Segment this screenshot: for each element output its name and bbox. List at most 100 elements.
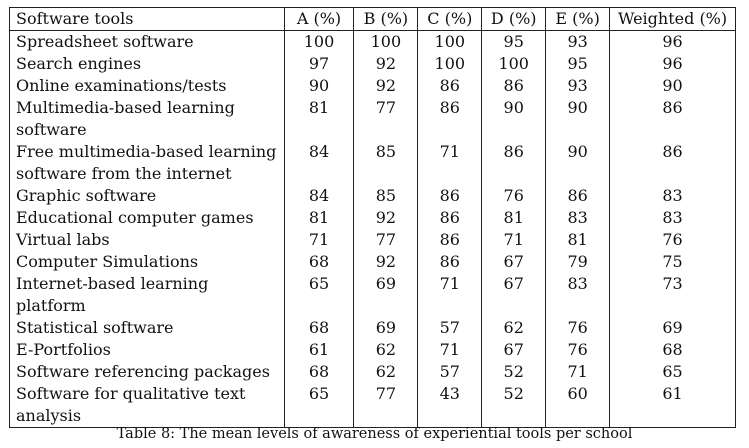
- school-d-value: 62: [481, 317, 547, 339]
- weighted-value: 61: [609, 383, 736, 428]
- school-e-value: 83: [545, 207, 611, 229]
- school-d-value: 52: [481, 361, 547, 383]
- school-d-value: 86: [481, 75, 547, 97]
- table-row: Internet-based learning platform 65 69 71 67…: [9, 273, 736, 317]
- weighted-value: 83: [609, 185, 736, 207]
- school-c-value: 100: [417, 30, 483, 53]
- header-school-c: C (%): [417, 7, 483, 31]
- weighted-value: 65: [609, 361, 736, 383]
- weighted-value: 90: [609, 75, 736, 97]
- school-e-value: 93: [545, 30, 611, 53]
- software-tool-name: Software for qualitative text analysis: [9, 383, 285, 428]
- school-c-value: 86: [417, 75, 483, 97]
- school-a-value: 68: [283, 317, 355, 339]
- weighted-value: 83: [609, 207, 736, 229]
- school-e-value: 79: [545, 251, 611, 273]
- software-tool-name: Software referencing packages: [9, 361, 285, 383]
- school-a-value: 84: [283, 141, 355, 185]
- software-tool-name: Educational computer games: [9, 207, 285, 229]
- school-e-value: 60: [545, 383, 611, 428]
- school-a-value: 97: [283, 53, 355, 75]
- school-c-value: 86: [417, 97, 483, 141]
- weighted-value: 96: [609, 30, 736, 53]
- school-a-value: 84: [283, 185, 355, 207]
- school-c-value: 71: [417, 273, 483, 317]
- weighted-value: 75: [609, 251, 736, 273]
- software-tool-name: Multimedia-based learning software: [9, 97, 285, 141]
- school-d-value: 67: [481, 251, 547, 273]
- table-row: Statistical software 68 69 57 62 76 69: [9, 317, 736, 339]
- school-c-value: 100: [417, 53, 483, 75]
- school-d-value: 67: [481, 273, 547, 317]
- school-e-value: 90: [545, 141, 611, 185]
- header-school-d: D (%): [481, 7, 547, 31]
- school-e-value: 93: [545, 75, 611, 97]
- table-row: Search engines 97 92 100 100 95 96: [9, 53, 736, 75]
- school-b-value: 77: [353, 97, 419, 141]
- school-a-value: 100: [283, 30, 355, 53]
- school-e-value: 81: [545, 229, 611, 251]
- software-tool-name: E-Portfolios: [9, 339, 285, 361]
- table-row: Spreadsheet software 100 100 100 95 93 96: [9, 30, 736, 53]
- school-a-value: 61: [283, 339, 355, 361]
- weighted-value: 96: [609, 53, 736, 75]
- school-b-value: 77: [353, 229, 419, 251]
- school-a-value: 71: [283, 229, 355, 251]
- software-tool-name: Virtual labs: [9, 229, 285, 251]
- school-b-value: 77: [353, 383, 419, 428]
- awareness-table-container: Software tools A (%) B (%) C (%) D (%) E…: [9, 7, 736, 428]
- school-c-value: 43: [417, 383, 483, 428]
- school-c-value: 86: [417, 229, 483, 251]
- table-row: Computer Simulations 68 92 86 67 79 75: [9, 251, 736, 273]
- table-row: E-Portfolios 61 62 71 67 76 68: [9, 339, 736, 361]
- school-a-value: 68: [283, 361, 355, 383]
- table-row: Educational computer games 81 92 86 81 83 83: [9, 207, 736, 229]
- table-row: Free multimedia-based learning software …: [9, 141, 736, 185]
- table-row: Online examinations/tests 90 92 86 86 93 90: [9, 75, 736, 97]
- table-row: Virtual labs 71 77 86 71 81 76: [9, 229, 736, 251]
- school-c-value: 86: [417, 207, 483, 229]
- school-c-value: 57: [417, 317, 483, 339]
- school-b-value: 100: [353, 30, 419, 53]
- table-row: Software for qualitative text analysis 65…: [9, 383, 736, 428]
- school-e-value: 95: [545, 53, 611, 75]
- table-row: Software referencing packages 68 62 57 52 71 6…: [9, 361, 736, 383]
- school-b-value: 92: [353, 75, 419, 97]
- school-c-value: 71: [417, 339, 483, 361]
- header-school-a: A (%): [283, 7, 355, 31]
- school-c-value: 71: [417, 141, 483, 185]
- weighted-value: 69: [609, 317, 736, 339]
- school-d-value: 81: [481, 207, 547, 229]
- school-a-value: 90: [283, 75, 355, 97]
- table-header-row: Software tools A (%) B (%) C (%) D (%) E…: [9, 7, 736, 31]
- table-row: Multimedia-based learning software 81 77 86…: [9, 97, 736, 141]
- table-caption: Table 8: The mean levels of awareness of…: [116, 426, 633, 442]
- table-row: Graphic software 84 85 86 76 86 83: [9, 185, 736, 207]
- school-a-value: 65: [283, 383, 355, 428]
- school-c-value: 57: [417, 361, 483, 383]
- school-b-value: 62: [353, 339, 419, 361]
- school-c-value: 86: [417, 185, 483, 207]
- header-school-b: B (%): [353, 7, 419, 31]
- software-tool-name: Graphic software: [9, 185, 285, 207]
- school-d-value: 100: [481, 53, 547, 75]
- school-d-value: 71: [481, 229, 547, 251]
- school-e-value: 76: [545, 339, 611, 361]
- school-d-value: 67: [481, 339, 547, 361]
- software-tool-name: Free multimedia-based learning software …: [9, 141, 285, 185]
- school-d-value: 95: [481, 30, 547, 53]
- header-weighted: Weighted (%): [609, 7, 736, 31]
- weighted-value: 86: [609, 141, 736, 185]
- school-b-value: 69: [353, 273, 419, 317]
- school-b-value: 92: [353, 53, 419, 75]
- school-c-value: 86: [417, 251, 483, 273]
- software-tool-name: Search engines: [9, 53, 285, 75]
- school-a-value: 68: [283, 251, 355, 273]
- software-tool-name: Spreadsheet software: [9, 30, 285, 53]
- school-d-value: 90: [481, 97, 547, 141]
- school-e-value: 71: [545, 361, 611, 383]
- software-tool-name: Online examinations/tests: [9, 75, 285, 97]
- header-software-tools: Software tools: [9, 7, 285, 31]
- table-body: Spreadsheet software 100 100 100 95 93 96 Searc…: [9, 30, 736, 428]
- weighted-value: 73: [609, 273, 736, 317]
